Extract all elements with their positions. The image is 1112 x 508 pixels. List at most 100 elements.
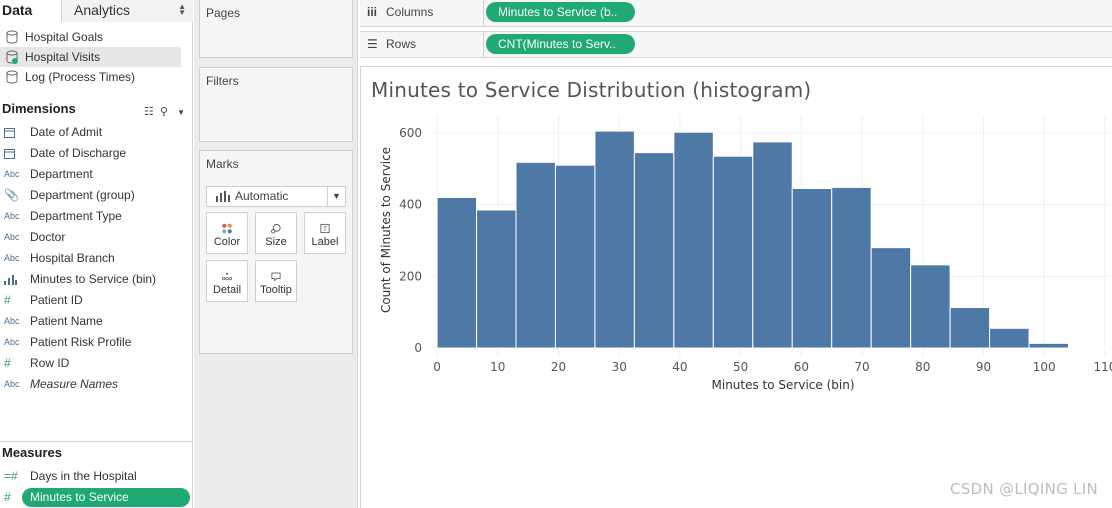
pages-card[interactable]: Pages	[199, 0, 353, 58]
y-tick-label: 400	[399, 198, 422, 212]
datasource-item[interactable]: Hospital Goals	[0, 27, 181, 47]
field-type-icon: Abc	[4, 316, 20, 326]
x-tick-label: 30	[612, 360, 627, 374]
x-tick-label: 80	[915, 360, 930, 374]
measures-divider	[0, 441, 193, 442]
x-tick-label: 40	[672, 360, 687, 374]
tab-data[interactable]: Data	[0, 0, 61, 22]
svg-text:T: T	[322, 226, 327, 233]
rows-shelf[interactable]: ☰ Rows CNT(Minutes to Serv..	[360, 31, 1112, 58]
histogram-bar[interactable]	[989, 327, 1030, 349]
dimension-field[interactable]: Abc Patient Risk Profile	[0, 332, 193, 353]
calendar-icon	[4, 149, 15, 159]
columns-shelf[interactable]: iii Columns Minutes to Service (b..	[360, 0, 1112, 27]
size-icon	[271, 223, 281, 234]
marks-title: Marks	[206, 157, 239, 171]
field-label: Date of Discharge	[30, 146, 127, 160]
dimension-field[interactable]: Abc Patient Name	[0, 311, 193, 332]
label-button-label: Label	[311, 236, 339, 248]
field-label: Date of Admit	[30, 125, 103, 139]
histogram-bar[interactable]	[712, 155, 754, 349]
chevron-down-icon[interactable]: ▼	[177, 108, 185, 117]
size-button[interactable]: Size	[255, 212, 297, 254]
columns-pill[interactable]: Minutes to Service (b..	[486, 2, 635, 22]
histogram-bar[interactable]	[949, 307, 991, 349]
database-check-icon	[6, 50, 18, 64]
text-label-icon: T	[320, 223, 330, 234]
scroll-arrows-icon[interactable]: ▲ ▼	[178, 2, 186, 17]
color-button[interactable]: Color	[206, 212, 248, 254]
watermark: CSDN @LIQING LIN	[950, 480, 1098, 498]
y-axis-title[interactable]: Count of Minutes to Service	[379, 147, 393, 313]
dimension-field[interactable]: Minutes to Service (bin)	[0, 269, 193, 290]
field-type-icon: 📎	[4, 185, 24, 207]
x-tick-label: 90	[976, 360, 991, 374]
label-button[interactable]: T Label	[304, 212, 346, 254]
field-type-icon	[4, 143, 24, 167]
mark-type-dropdown[interactable]: Automatic ▼	[206, 186, 346, 207]
histogram-bar[interactable]	[752, 141, 793, 349]
field-type-icon	[4, 122, 24, 146]
bar-chart-icon	[216, 191, 230, 202]
histogram-bar[interactable]	[436, 196, 478, 349]
chevron-down-icon[interactable]: ▼	[327, 187, 345, 206]
histogram-bar[interactable]	[594, 130, 635, 349]
dimension-field[interactable]: # Row ID	[0, 353, 193, 374]
histogram-bar[interactable]	[791, 187, 833, 349]
histogram-bar[interactable]	[633, 152, 675, 349]
field-type-icon: Abc	[4, 379, 20, 389]
x-tick-label: 70	[854, 360, 869, 374]
field-label: Minutes to Service	[30, 490, 129, 504]
x-tick-label: 10	[490, 360, 505, 374]
rows-label-text: Rows	[386, 37, 417, 51]
measure-field[interactable]: # Minutes to Service	[0, 487, 193, 508]
histogram-bar[interactable]	[910, 264, 951, 349]
histogram-bar[interactable]	[831, 186, 872, 349]
histogram-bar[interactable]	[554, 164, 596, 349]
datasource-label: Log (Process Times)	[25, 70, 136, 84]
field-type-icon: #	[4, 293, 11, 307]
measures-title: Measures	[2, 445, 62, 460]
tooltip-button[interactable]: Tooltip	[255, 260, 297, 302]
chart-title[interactable]: Minutes to Service Distribution (histogr…	[371, 78, 812, 102]
dimension-field[interactable]: Abc Measure Names	[0, 374, 193, 395]
x-axis-title[interactable]: Minutes to Service (bin)	[712, 378, 855, 392]
histogram-bar[interactable]	[673, 131, 714, 349]
dimension-field[interactable]: Abc Hospital Branch	[0, 248, 193, 269]
rows-pill[interactable]: CNT(Minutes to Serv..	[486, 34, 635, 54]
tab-analytics[interactable]: Analytics ▲ ▼	[61, 0, 193, 22]
tooltip-button-label: Tooltip	[260, 284, 292, 296]
datasource-item[interactable]: Hospital Visits	[0, 47, 181, 67]
histogram-bar[interactable]	[1068, 346, 1109, 349]
pages-title: Pages	[206, 6, 241, 20]
filters-card[interactable]: Filters	[199, 67, 353, 142]
histogram-bar[interactable]	[476, 209, 517, 349]
columns-label-text: Columns	[386, 5, 434, 19]
dimension-field[interactable]: Date of Discharge	[0, 143, 193, 164]
dimension-field[interactable]: 📎 Department (group)	[0, 185, 193, 206]
dimension-field[interactable]: Abc Department	[0, 164, 193, 185]
dimension-field[interactable]: Date of Admit	[0, 122, 193, 143]
histogram-bar[interactable]	[870, 247, 912, 349]
mark-type-value: Automatic	[235, 189, 289, 203]
y-tick-label: 600	[399, 126, 422, 140]
histogram-bar[interactable]	[1028, 342, 1069, 349]
active-field-pill	[22, 488, 190, 507]
dimension-field[interactable]: Abc Department Type	[0, 206, 193, 227]
dimensions-tools: ☷ ⚲ ▼	[144, 102, 185, 123]
dimension-field[interactable]: # Patient ID	[0, 290, 193, 311]
detail-button[interactable]: Detail	[206, 260, 248, 302]
measure-field[interactable]: =# Days in the Hospital	[0, 466, 193, 487]
datasource-item[interactable]: Log (Process Times)	[0, 67, 181, 87]
columns-shelf-label: iii Columns	[360, 0, 484, 26]
field-label: Department (group)	[30, 188, 135, 202]
field-type-icon: #	[4, 356, 11, 370]
histogram-bar[interactable]	[515, 161, 556, 349]
histogram-chart: 0 10 20 30 40 50 60 70 80 90 100 110 0 200 400 600 Minut…	[379, 115, 1112, 392]
x-tick-label: 60	[794, 360, 809, 374]
search-icon[interactable]: ⚲	[159, 106, 168, 118]
dimension-field[interactable]: Abc Doctor	[0, 227, 193, 248]
x-tick-label: 20	[551, 360, 566, 374]
rows-shelf-label: ☰ Rows	[360, 32, 484, 58]
view-list-icon[interactable]: ☷	[143, 106, 154, 118]
